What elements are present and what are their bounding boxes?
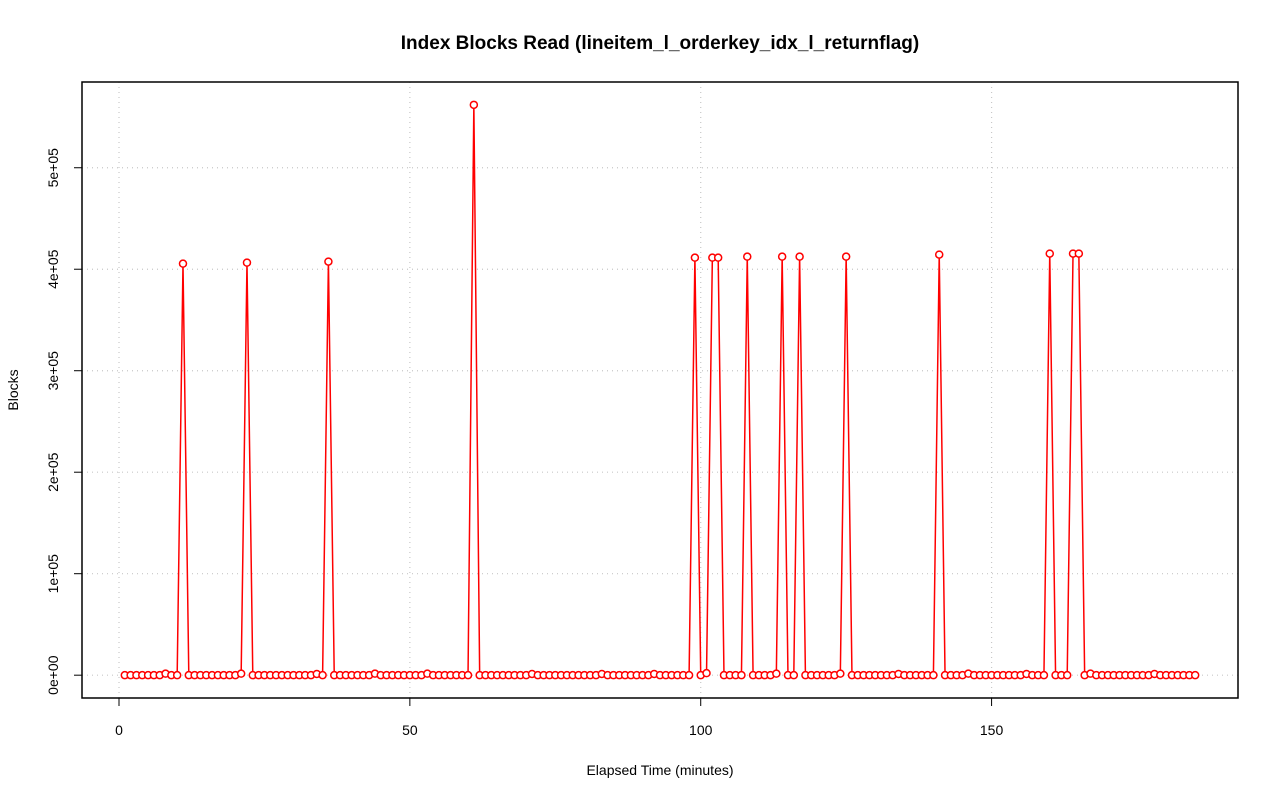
x-tick-label: 0 [115, 722, 123, 738]
chart-title: Index Blocks Read (lineitem_l_orderkey_i… [401, 33, 919, 54]
y-axis-label: Blocks [5, 369, 21, 410]
data-point [236, 669, 246, 678]
y-tick-label: 0e+00 [45, 655, 61, 695]
data-point [841, 252, 851, 261]
data-point [1074, 249, 1084, 258]
y-tick-label: 4e+05 [45, 249, 61, 289]
y-tick-label: 3e+05 [45, 351, 61, 391]
x-tick-label: 150 [980, 722, 1004, 738]
x-tick-label: 100 [689, 722, 713, 738]
data-point [178, 259, 188, 268]
plot-frame [81, 81, 1239, 699]
data-point [1190, 670, 1200, 680]
data-point [777, 252, 787, 261]
y-tick-label: 5e+05 [45, 148, 61, 188]
data-point [469, 100, 479, 110]
data-line [124, 104, 1196, 677]
data-point [795, 252, 804, 261]
y-tick-label: 2e+05 [45, 452, 61, 492]
data-point [929, 670, 938, 680]
data-point [934, 250, 944, 259]
data-point [772, 669, 781, 678]
data-point [242, 258, 252, 267]
x-axis-label: Elapsed Time (minutes) [586, 762, 733, 778]
data-point [1062, 670, 1072, 680]
data-point [702, 668, 711, 678]
data-point [737, 670, 746, 680]
data-point [743, 252, 752, 261]
data-point [713, 253, 723, 262]
data-point [1045, 249, 1055, 258]
data-point [684, 670, 694, 680]
y-tick-label: 1e+05 [45, 554, 61, 594]
data-point [789, 670, 799, 680]
data-point [172, 670, 182, 680]
data-point [1039, 670, 1049, 680]
data-point [690, 253, 700, 262]
x-tick-label: 50 [402, 722, 418, 738]
data-point [318, 670, 327, 680]
data-point [324, 257, 333, 266]
data-point [463, 670, 473, 680]
data-point [836, 669, 845, 678]
